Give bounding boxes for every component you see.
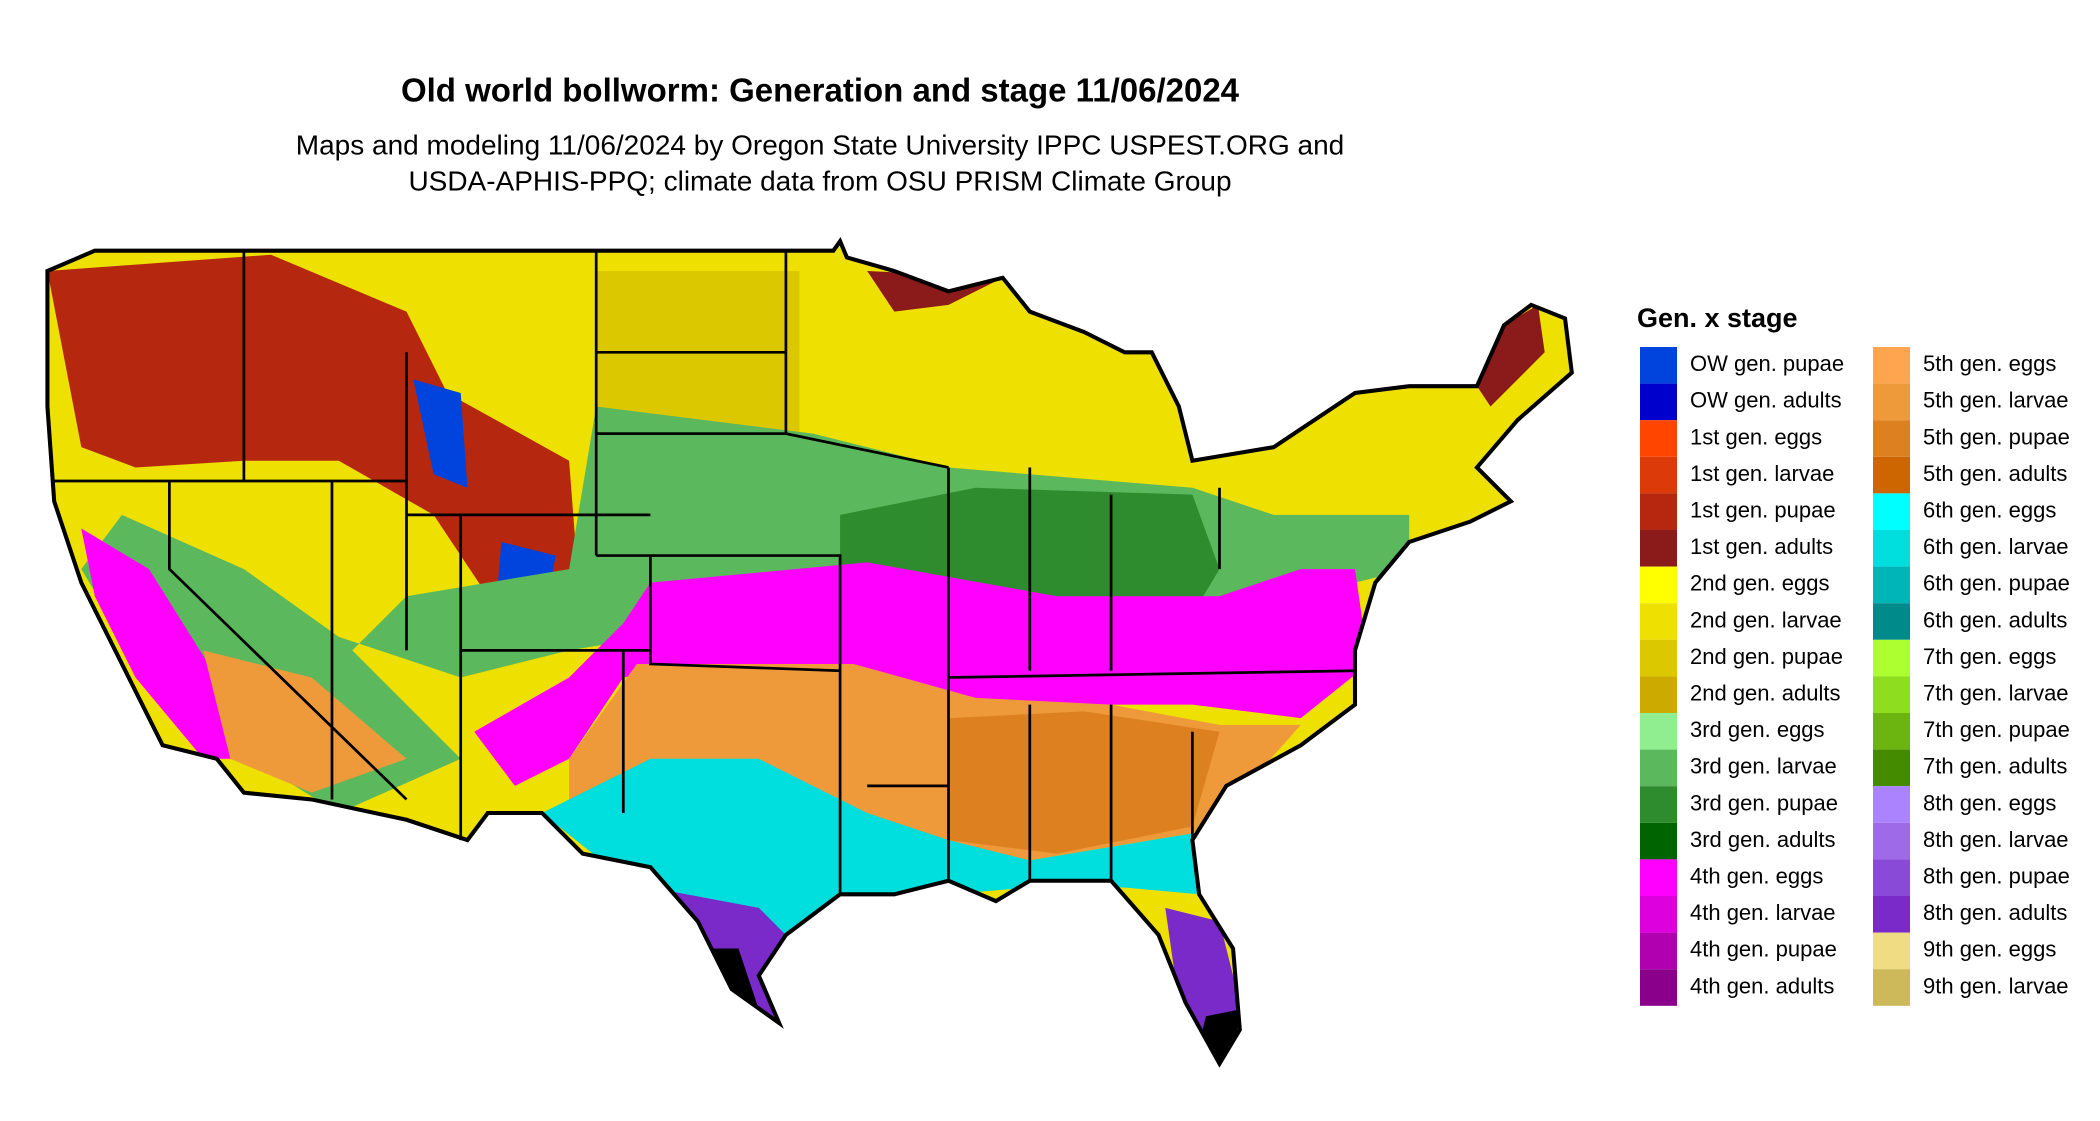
- legend-swatch: [1640, 749, 1677, 787]
- region: [711, 948, 759, 1010]
- legend-label: OW gen. pupae: [1690, 351, 1844, 376]
- region: [47, 254, 583, 637]
- map-subtitle: USDA-APHIS-PPQ; climate data from OSU PR…: [408, 165, 1231, 196]
- legend-swatch: [1873, 566, 1910, 604]
- region: [1476, 304, 1545, 407]
- legend-swatch: [1640, 383, 1677, 421]
- legend-swatch: [1640, 822, 1677, 860]
- legend-label: 4th gen. adults: [1690, 973, 1834, 998]
- legend-swatch: [1873, 822, 1910, 860]
- legend-label: 4th gen. larvae: [1690, 900, 1836, 925]
- legend-swatch: [1873, 420, 1910, 457]
- legend-label: 2nd gen. larvae: [1690, 607, 1842, 632]
- state-borders: [54, 250, 1356, 895]
- legend-label: 1st gen. eggs: [1690, 424, 1822, 449]
- legend-swatch: [1873, 456, 1910, 494]
- legend-swatch: [1640, 896, 1677, 933]
- legend-title: Gen. x stage: [1637, 303, 1798, 333]
- legend-swatch: [1873, 786, 1910, 823]
- legend-label: 8th gen. larvae: [1923, 827, 2069, 852]
- legend-swatch: [1640, 566, 1677, 604]
- legend-label: 6th gen. larvae: [1923, 534, 2069, 559]
- legend: OW gen. pupae OW gen. adults 1st gen. eggs…: [1640, 347, 2070, 1006]
- legend-swatch: [1640, 420, 1677, 457]
- legend-swatch: [1873, 383, 1910, 421]
- legend-label: 9th gen. larvae: [1923, 973, 2069, 998]
- legend-label: 4th gen. eggs: [1690, 864, 1823, 889]
- legend-label: 7th gen. adults: [1923, 754, 2067, 779]
- legend-swatch: [1873, 969, 1910, 1006]
- legend-label: 3rd gen. larvae: [1690, 754, 1837, 779]
- legend-swatch: [1640, 347, 1677, 384]
- legend-label: 8th gen. eggs: [1923, 790, 2056, 815]
- legend-swatch: [1873, 347, 1910, 384]
- region: [474, 562, 1369, 786]
- legend-swatch: [1640, 713, 1677, 750]
- legend-label: 3rd gen. pupae: [1690, 790, 1838, 815]
- legend-label: 1st gen. adults: [1690, 534, 1833, 559]
- map-subtitle: Maps and modeling 11/06/2024 by Oregon S…: [296, 129, 1344, 160]
- legend-label: 8th gen. adults: [1923, 900, 2067, 925]
- region: [948, 711, 1220, 854]
- legend-swatch: [1640, 676, 1677, 713]
- legend-swatch: [1640, 530, 1677, 567]
- legend-label: 3rd gen. adults: [1690, 827, 1836, 852]
- legend-label: 1st gen. larvae: [1690, 461, 1834, 486]
- legend-swatch: [1640, 786, 1677, 823]
- legend-label: 3rd gen. eggs: [1690, 717, 1825, 742]
- legend-swatch: [1873, 530, 1910, 567]
- map-title: Old world bollworm: Generation and stage…: [401, 72, 1240, 109]
- legend-swatch: [1640, 859, 1677, 896]
- legend-label: 6th gen. pupae: [1923, 571, 2070, 596]
- region: [413, 379, 468, 488]
- legend-label: 4th gen. pupae: [1690, 937, 1837, 962]
- map: [0, 203, 1626, 1116]
- legend-swatch: [1873, 639, 1910, 677]
- legend-label: 5th gen. eggs: [1923, 351, 2056, 376]
- legend-swatch: [1640, 493, 1677, 530]
- legend-swatch: [1873, 493, 1910, 530]
- region: [203, 650, 407, 793]
- legend-label: 6th gen. eggs: [1923, 498, 2056, 523]
- legend-label: 5th gen. pupae: [1923, 424, 2070, 449]
- legend-label: 2nd gen. adults: [1690, 681, 1840, 706]
- legend-swatch: [1873, 896, 1910, 933]
- legend-label: 1st gen. pupae: [1690, 498, 1836, 523]
- legend-label: 2nd gen. eggs: [1690, 571, 1829, 596]
- legend-swatch: [1640, 969, 1677, 1006]
- legend-swatch: [1873, 713, 1910, 750]
- legend-label: 9th gen. eggs: [1923, 937, 2056, 962]
- legend-swatch: [1873, 749, 1910, 787]
- legend-swatch: [1640, 603, 1677, 640]
- legend-swatch: [1640, 639, 1677, 677]
- legend-swatch: [1873, 603, 1910, 640]
- legend-swatch: [1640, 456, 1677, 494]
- legend-swatch: [1640, 932, 1677, 970]
- legend-label: 7th gen. pupae: [1923, 717, 2070, 742]
- legend-label: 7th gen. eggs: [1923, 644, 2056, 669]
- legend-label: 6th gen. adults: [1923, 607, 2067, 632]
- legend-label: 2nd gen. pupae: [1690, 644, 1843, 669]
- legend-swatch: [1873, 932, 1910, 970]
- legend-label: 7th gen. larvae: [1923, 681, 2069, 706]
- legend-label: 5th gen. adults: [1923, 461, 2067, 486]
- legend-label: 5th gen. larvae: [1923, 388, 2069, 413]
- legend-label: 8th gen. pupae: [1923, 864, 2070, 889]
- legend-swatch: [1873, 859, 1910, 896]
- region: [542, 758, 1200, 935]
- legend-swatch: [1873, 676, 1910, 713]
- legend-label: OW gen. adults: [1690, 388, 1842, 413]
